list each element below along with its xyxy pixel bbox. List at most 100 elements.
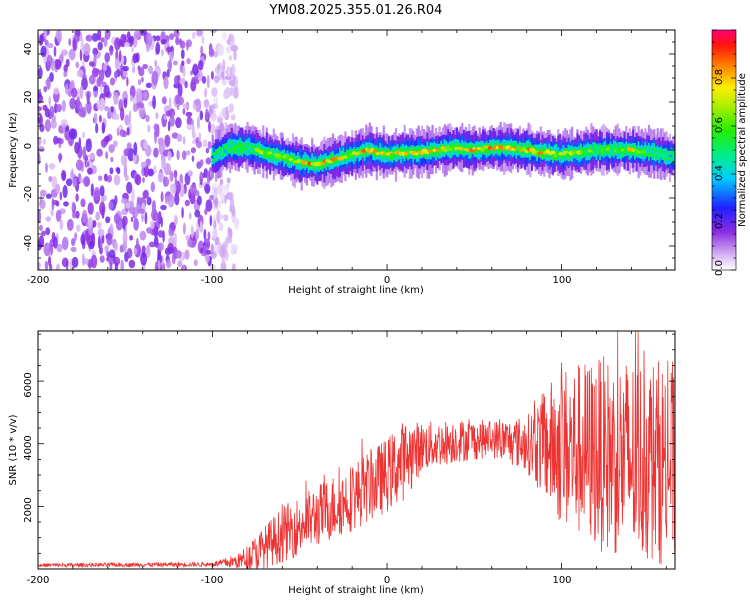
ridge-peak [210, 155, 215, 159]
bottom-xtick-label: 0 [384, 575, 390, 586]
noise-speckle [129, 235, 134, 241]
noise-speckle [204, 183, 211, 194]
noise-speckle [201, 76, 207, 84]
noise-speckle [194, 209, 201, 218]
noise-speckle [174, 192, 180, 206]
ridge-cell [551, 149, 554, 161]
noise-speckle [120, 107, 125, 121]
noise-speckle [133, 142, 138, 156]
noise-speckle [193, 63, 198, 72]
noise-speckle [74, 141, 80, 154]
ridge-cell [628, 147, 631, 157]
noise-speckle [155, 35, 161, 42]
ridge-cell [534, 144, 537, 156]
noise-speckle [61, 99, 66, 112]
noise-speckle [199, 110, 204, 121]
bottom-xtick-label: -200 [27, 575, 50, 586]
noise-speckle [140, 139, 144, 148]
noise-speckle [186, 124, 193, 130]
noise-speckle [187, 238, 193, 248]
ridge-cell [661, 148, 664, 159]
noise-speckle [177, 103, 180, 111]
noise-speckle [38, 146, 45, 153]
ridge-cell [581, 148, 584, 159]
noise-speckle [89, 61, 95, 67]
noise-speckle [123, 164, 128, 178]
noise-speckle [222, 31, 227, 40]
noise-speckle [213, 220, 217, 230]
noise-speckle [135, 174, 142, 186]
ridge-cell [300, 159, 303, 169]
noise-speckle [125, 202, 131, 209]
noise-speckle [75, 193, 79, 202]
noise-speckle [100, 37, 105, 43]
noise-speckle [82, 146, 87, 161]
ridge-cell [511, 143, 514, 150]
ridge-cell [237, 142, 240, 152]
noise-speckle [76, 69, 84, 78]
noise-speckle [79, 85, 84, 100]
noise-speckle [99, 246, 103, 255]
noise-speckle [56, 243, 63, 253]
noise-speckle [58, 152, 62, 163]
noise-speckle [165, 110, 172, 117]
noise-speckle [140, 252, 148, 266]
noise-speckle [53, 87, 60, 95]
noise-speckle [167, 60, 173, 71]
noise-speckle [38, 235, 45, 248]
noise-speckle [227, 87, 235, 96]
noise-speckle [170, 221, 176, 232]
noise-speckle [142, 190, 149, 199]
noise-speckle [153, 212, 159, 222]
noise-speckle [155, 112, 159, 120]
ridge-peak [226, 147, 230, 152]
noise-speckle [181, 60, 185, 66]
noise-speckle [40, 189, 47, 197]
ridge-peak [319, 162, 326, 165]
noise-speckle [67, 89, 72, 97]
noise-speckle [227, 191, 234, 201]
noise-speckle [79, 177, 84, 184]
noise-speckle [61, 169, 67, 181]
noise-speckle [182, 136, 186, 145]
noise-speckle [190, 225, 194, 239]
ridge-cell [389, 150, 392, 161]
noise-speckle [75, 61, 80, 69]
colorbar-tick-label: 0.0 [714, 260, 725, 276]
noise-speckle [81, 77, 88, 91]
noise-speckle [168, 97, 172, 111]
noise-speckle [167, 242, 174, 254]
ridge-peak [268, 151, 273, 155]
noise-speckle [145, 114, 150, 123]
noise-speckle [56, 30, 62, 44]
noise-speckle [174, 176, 177, 186]
noise-speckle [197, 60, 204, 71]
noise-speckle [179, 40, 186, 49]
ridge-cell [269, 151, 271, 160]
noise-speckle [75, 210, 80, 219]
noise-speckle [142, 63, 149, 70]
noise-speckle [203, 228, 207, 240]
noise-speckle [114, 57, 120, 70]
noise-speckle [228, 103, 234, 114]
noise-speckle [216, 210, 221, 224]
top-ytick-label: -40 [23, 235, 34, 251]
noise-speckle [123, 148, 131, 157]
ridge-cell [272, 152, 275, 161]
noise-speckle [82, 253, 85, 267]
ridge-cell [291, 153, 294, 164]
noise-speckle [182, 103, 189, 109]
noise-speckle [69, 81, 74, 91]
noise-speckle [196, 140, 202, 149]
noise-speckle [126, 127, 130, 136]
ridge-cell [590, 144, 592, 155]
noise-speckle [143, 140, 148, 150]
noise-speckle [196, 30, 204, 37]
noise-speckle [78, 109, 86, 118]
noise-speckle [55, 209, 62, 222]
noise-speckle [65, 178, 73, 187]
noise-speckle [59, 219, 64, 230]
colorbar-gradient [711, 29, 737, 271]
ridge-peak [611, 150, 615, 153]
